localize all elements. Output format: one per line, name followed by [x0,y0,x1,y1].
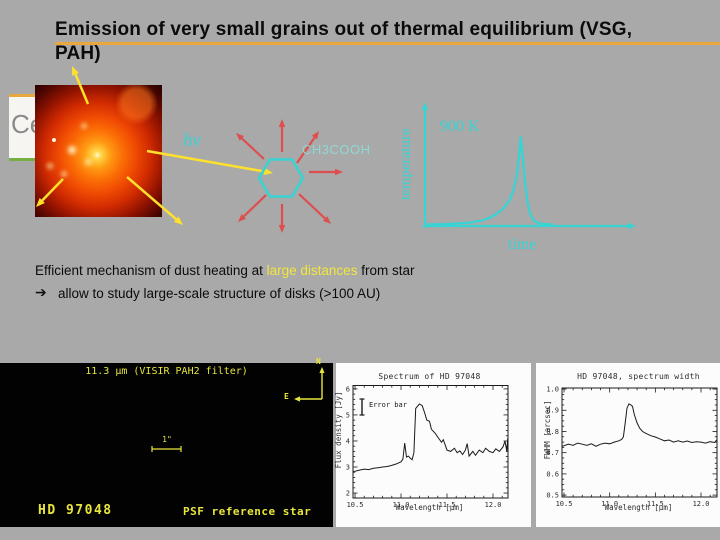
sketch-peak-annotation: 900 K [440,118,480,135]
institution-logo: Ce [9,94,35,161]
slide-title: Emission of very small grains out of the… [55,19,633,64]
visir-label-hd97048: HD 97048 [38,503,113,518]
visir-label-psf: PSF reference star [183,505,312,518]
molecule-label: CH3COOH [302,142,371,157]
molecule-hexagon-icon [257,158,305,198]
errorbar-annotation: Error bar [369,401,407,409]
red-emission-arrows [236,119,343,233]
spectrum-plot-xlabel: Wavelength [μm] [395,503,464,512]
compass-east-label: E [284,392,289,401]
body-text-line2: allow to study large-scale structure of … [58,286,381,301]
body-text-line1-post: from star [357,263,415,278]
body-text-line1-pre: Efficient mechanism of dust heating at [35,263,267,278]
sketch-xlabel: time [508,236,537,253]
visir-title: 11.3 μm (VISIR PAH2 filter) [85,366,248,377]
institution-logo-text: Ce [11,109,35,139]
star-image-highlights [52,138,56,142]
scalebar-label: 1" [162,435,172,444]
sketch-ylabel: temperature [398,128,414,200]
title-underline [55,42,720,45]
visir-image-panel [0,363,333,527]
fwhm-plot-title: HD 97048, spectrum width [577,372,700,381]
fwhm-plot-xlabel: Wavelength [μm] [604,503,673,512]
fwhm-plot-ylabel: FWHM [arcsec] [543,400,552,460]
temperature-sketch-curve [427,136,553,226]
body-text-highlight: large distances [266,263,358,278]
photon-energy-label: hν [183,130,201,151]
arrow-bullet-icon: ➔ [35,284,47,300]
star-image [35,85,162,217]
body-text-line1: Efficient mechanism of dust heating at l… [35,263,414,278]
spectrum-plot-title: Spectrum of HD 97048 [378,372,481,381]
spectrum-plot-ylabel: Flux density [Jy] [334,391,343,469]
compass-north-label: N [316,357,321,366]
